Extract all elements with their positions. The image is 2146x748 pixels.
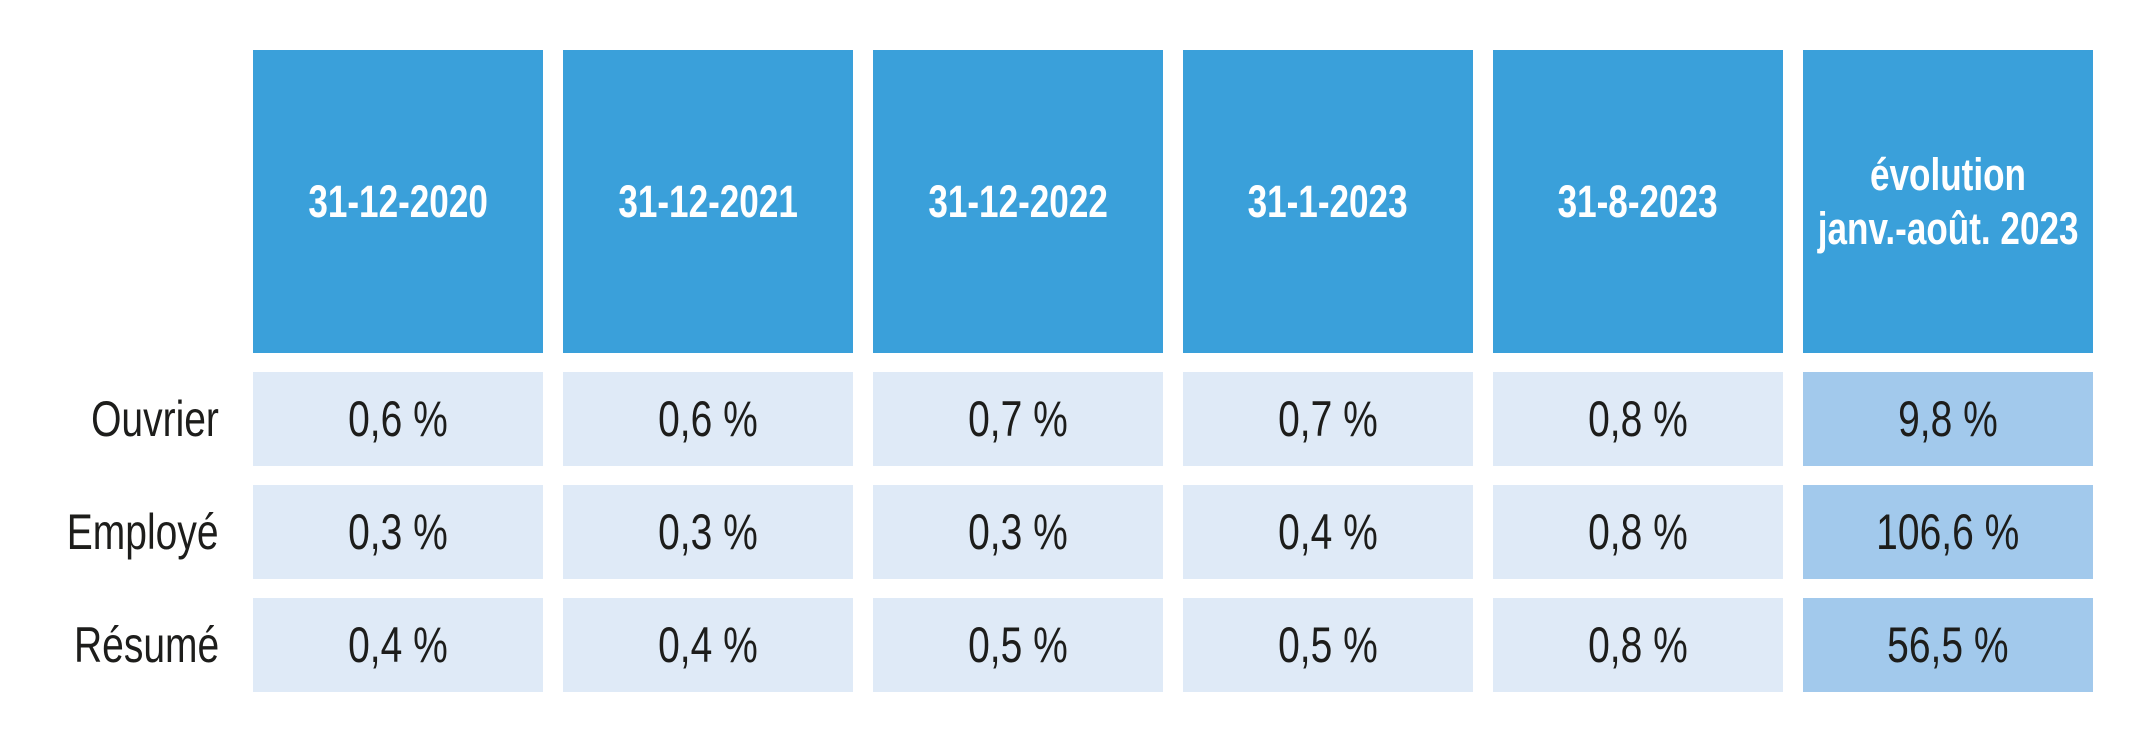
cell-value: 0,8 % [1588, 504, 1688, 560]
cell-value: 0,3 % [658, 504, 758, 560]
cell-value: 0,3 % [968, 504, 1068, 560]
table-cell: 0,7 % [1183, 372, 1473, 466]
table-cell: 0,5 % [873, 598, 1163, 692]
column-header-label: 31-12-2022 [928, 175, 1108, 227]
column-header-31-1-2023: 31-1-2023 [1183, 50, 1473, 353]
table-corner-spacer [0, 50, 233, 353]
row-label-ouvrier: Ouvrier [0, 372, 233, 466]
column-header-label: 31-1-2023 [1247, 175, 1409, 227]
cell-value: 0,3 % [348, 504, 448, 560]
cell-value: 9,8 % [1898, 391, 1998, 447]
table-cell: 0,6 % [563, 372, 853, 466]
table-cell: 0,4 % [1183, 485, 1473, 579]
cell-value: 0,6 % [348, 391, 448, 447]
row-label-resume: Résumé [0, 598, 233, 692]
column-header-label: 31-12-2020 [308, 175, 488, 227]
table-cell: 0,7 % [873, 372, 1163, 466]
cell-value: 0,8 % [1588, 391, 1688, 447]
column-header-31-12-2021: 31-12-2021 [563, 50, 853, 353]
row-label-employe: Employé [0, 485, 233, 579]
table-cell: 0,8 % [1493, 598, 1783, 692]
table-cell: 0,3 % [253, 485, 543, 579]
table-cell: 0,6 % [253, 372, 543, 466]
cell-value: 0,4 % [1278, 504, 1378, 560]
table-cell-evolution: 9,8 % [1803, 372, 2093, 466]
cell-value: 0,5 % [1278, 617, 1378, 673]
row-label-text: Résumé [73, 617, 219, 673]
percentage-table: 31-12-2020 31-12-2021 31-12-2022 31-1-20… [0, 50, 2093, 692]
table-cell: 0,4 % [563, 598, 853, 692]
cell-value: 0,4 % [658, 617, 758, 673]
column-header-31-12-2020: 31-12-2020 [253, 50, 543, 353]
column-header-label: évolution [1870, 149, 2026, 201]
column-header-label: 31-12-2021 [618, 175, 798, 227]
table-cell-evolution: 56,5 % [1803, 598, 2093, 692]
cell-value: 0,4 % [348, 617, 448, 673]
row-label-text: Employé [67, 504, 219, 560]
table-cell: 0,3 % [873, 485, 1163, 579]
cell-value: 0,7 % [1278, 391, 1378, 447]
table-cell: 0,3 % [563, 485, 853, 579]
cell-value: 0,7 % [968, 391, 1068, 447]
column-header-evolution: évolution janv.-août. 2023 [1803, 50, 2093, 353]
table-cell: 0,8 % [1493, 372, 1783, 466]
column-header-label: 31-8-2023 [1557, 175, 1719, 227]
cell-value: 0,6 % [658, 391, 758, 447]
column-header-label-line2: janv.-août. 2023 [1817, 202, 2079, 254]
table-cell: 0,4 % [253, 598, 543, 692]
table-cell: 0,8 % [1493, 485, 1783, 579]
column-header-31-12-2022: 31-12-2022 [873, 50, 1163, 353]
cell-value: 56,5 % [1887, 617, 2009, 673]
row-label-text: Ouvrier [91, 391, 219, 447]
cell-value: 0,8 % [1588, 617, 1688, 673]
table-cell: 0,5 % [1183, 598, 1473, 692]
cell-value: 0,5 % [968, 617, 1068, 673]
column-header-31-8-2023: 31-8-2023 [1493, 50, 1783, 353]
cell-value: 106,6 % [1876, 504, 2020, 560]
table-cell-evolution: 106,6 % [1803, 485, 2093, 579]
